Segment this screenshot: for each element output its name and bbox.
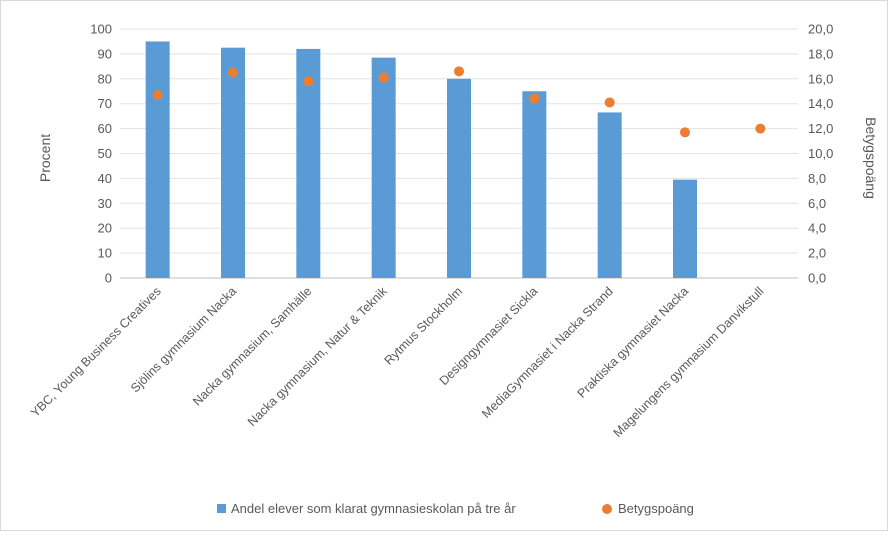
marker [454,66,464,77]
y-tick-label: 70 [98,96,112,111]
legend-bar-swatch [217,504,226,513]
legend-bar-label: Andel elever som klarat gymnasieskolan p… [231,501,516,516]
legend-marker-label: Betygspoäng [618,501,694,516]
marker [680,127,690,138]
y-tick-label: 90 [98,46,112,61]
marker [529,93,540,104]
bar [597,112,622,278]
marker [228,67,238,78]
y-tick-label: 60 [98,121,112,136]
y-tick-label: 20 [98,221,112,236]
y2-tick-label: 20,0 [808,22,833,37]
y-tick-label: 10 [98,246,112,261]
bar [145,41,170,279]
legend-marker-swatch [602,504,612,514]
y-tick-label: 80 [98,71,112,86]
y2-axis-title: Betygspoäng [863,117,879,199]
marker [755,123,766,134]
y2-tick-label: 14,0 [808,96,833,111]
y2-tick-label: 12,0 [808,121,833,136]
y-tick-label: 30 [98,196,112,211]
y2-tick-label: 16,0 [808,71,833,86]
y-axis-title: Procent [37,134,53,182]
y-tick-label: 40 [98,171,112,186]
marker [303,76,314,87]
y2-tick-label: 8,0 [808,171,826,186]
bar [221,47,245,278]
y2-tick-label: 10,0 [808,146,833,161]
y-tick-label: 50 [98,146,112,161]
y2-tick-label: 18,0 [808,46,833,61]
y2-tick-label: 6,0 [808,196,826,211]
y2-tick-label: 0,0 [808,271,826,286]
marker [378,72,389,83]
marker [152,89,163,100]
bar [371,57,396,279]
bar [673,179,697,278]
y-tick-label: 100 [90,22,112,37]
marker [604,97,615,108]
y2-tick-label: 4,0 [808,221,826,236]
bar [447,78,471,278]
y2-tick-label: 2,0 [808,246,826,261]
legend: Andel elever som klarat gymnasieskolan p… [217,501,694,516]
bar [296,48,321,278]
y-tick-label: 0 [105,271,112,286]
bar [522,91,547,278]
